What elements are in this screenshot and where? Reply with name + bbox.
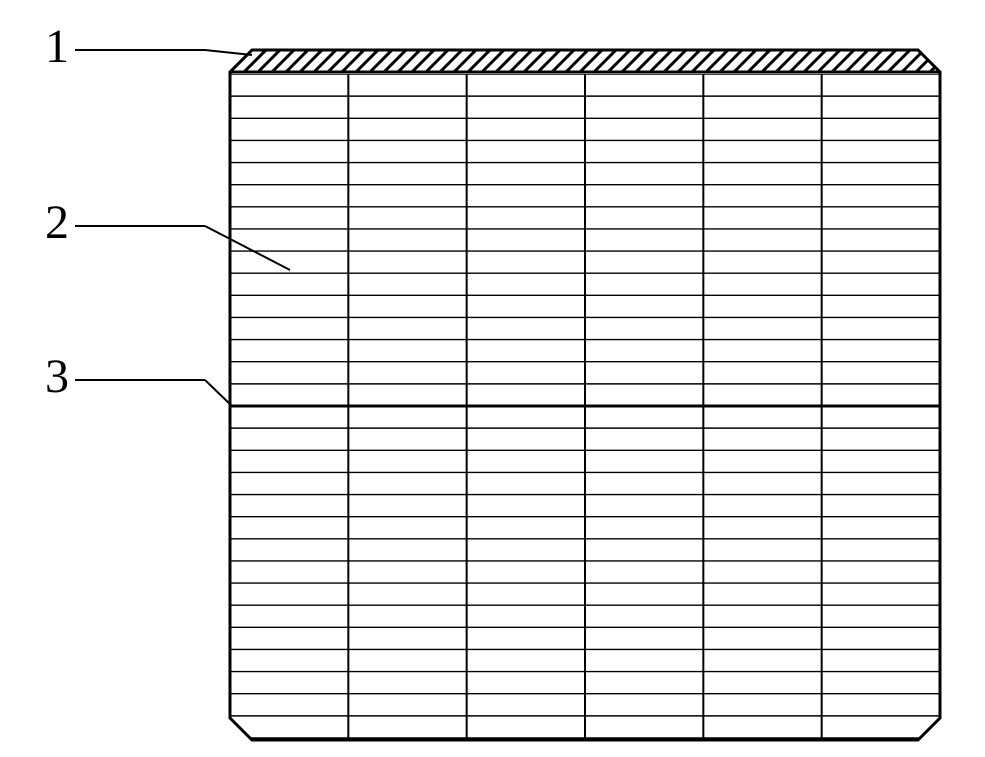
callout-label-3: 3 [45,350,69,403]
callout-label-2: 2 [45,196,69,249]
callout-label-1: 1 [45,20,69,73]
